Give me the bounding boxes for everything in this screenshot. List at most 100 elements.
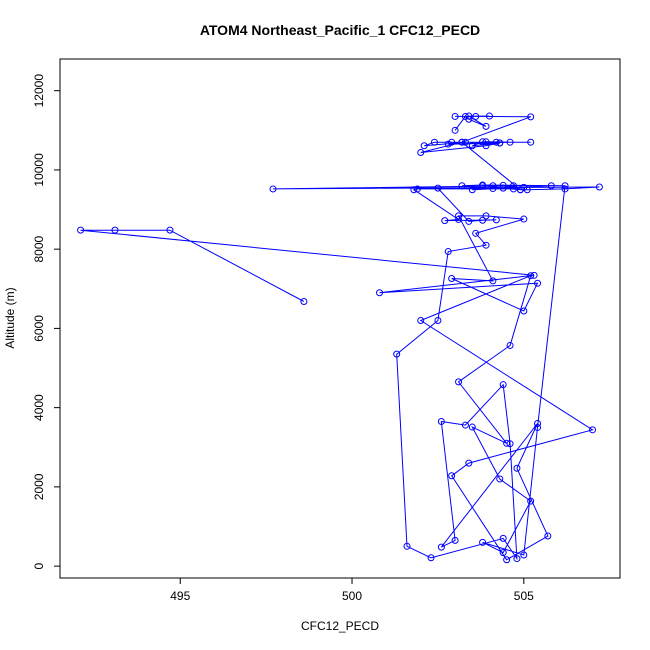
data-point (496, 475, 504, 483)
data-point (448, 274, 456, 282)
data-point (523, 186, 531, 194)
data-point (430, 138, 438, 146)
x-axis-label: CFC12_PECD (301, 619, 379, 633)
data-point (472, 112, 480, 120)
series-layer (77, 112, 603, 564)
data-point (534, 423, 542, 431)
data-point (489, 277, 497, 285)
data-point (434, 184, 442, 192)
data-point (503, 556, 511, 564)
data-point (410, 186, 418, 194)
data-point (427, 554, 435, 562)
y-tick-label: 6000 (32, 315, 46, 342)
data-point (269, 185, 277, 193)
data-point (496, 139, 504, 147)
data-point (417, 316, 425, 324)
data-point (393, 350, 401, 358)
data-point (448, 472, 456, 480)
data-point (589, 426, 597, 434)
y-tick-label: 12000 (32, 74, 46, 108)
data-point (527, 272, 535, 280)
data-point (458, 182, 466, 190)
data-point (111, 226, 119, 234)
x-tick-label: 495 (170, 589, 190, 603)
data-point (482, 138, 490, 146)
data-point (479, 138, 487, 146)
data-point (534, 279, 542, 287)
data-point (492, 216, 500, 224)
data-point (444, 248, 452, 256)
y-axis-label: Altitude (m) (3, 287, 17, 348)
data-point (482, 212, 490, 220)
data-point (300, 297, 308, 305)
data-point (77, 226, 85, 234)
data-point (437, 543, 445, 551)
data-point (520, 551, 528, 559)
data-point (455, 212, 463, 220)
data-point (461, 421, 469, 429)
data-point (482, 241, 490, 249)
data-point (479, 182, 487, 190)
data-point (499, 549, 507, 557)
data-point (403, 542, 411, 550)
data-point (489, 182, 497, 190)
data-point (527, 497, 535, 505)
data-point (530, 271, 538, 279)
data-point (482, 122, 490, 130)
data-point (547, 182, 555, 190)
data-point (413, 185, 421, 193)
data-point (534, 419, 542, 427)
x-axis: 495 500 505 (170, 578, 534, 603)
data-point (166, 226, 174, 234)
data-point (499, 381, 507, 389)
data-point (489, 185, 497, 193)
data-point (561, 185, 569, 193)
data-point (479, 216, 487, 224)
y-tick-label: 4000 (32, 394, 46, 421)
data-point (420, 142, 428, 150)
data-point (458, 138, 466, 146)
data-point (527, 113, 535, 121)
data-point (544, 532, 552, 540)
data-point (499, 184, 507, 192)
data-point (455, 215, 463, 223)
data-point (468, 142, 476, 150)
data-point (479, 538, 487, 546)
data-point (441, 217, 449, 225)
y-tick-label: 10000 (32, 153, 46, 187)
data-point (561, 182, 569, 190)
data-point (527, 138, 535, 146)
data-point (434, 316, 442, 324)
data-point (417, 148, 425, 156)
data-point (461, 112, 469, 120)
data-point (448, 138, 456, 146)
x-tick-label: 500 (342, 589, 362, 603)
data-point (482, 142, 490, 150)
data-point (516, 186, 524, 194)
data-point (465, 112, 473, 120)
x-tick-label: 505 (514, 589, 534, 603)
data-point (513, 555, 521, 563)
data-point (595, 183, 603, 191)
data-point (520, 307, 528, 315)
y-axis: 0 2000 4000 6000 8000 10000 12000 (32, 74, 60, 569)
data-point (506, 138, 514, 146)
data-point (444, 140, 452, 148)
y-tick-label: 2000 (32, 473, 46, 500)
data-point (468, 423, 476, 431)
data-point (513, 464, 521, 472)
data-point (468, 186, 476, 194)
data-point (455, 378, 463, 386)
y-tick-label: 8000 (32, 235, 46, 262)
data-point (499, 534, 507, 542)
plot-frame (59, 58, 621, 579)
data-point (503, 439, 511, 447)
data-point (499, 181, 507, 189)
data-point (506, 440, 514, 448)
data-point (509, 182, 517, 190)
data-point (437, 418, 445, 426)
data-point (492, 138, 500, 146)
series-line (80, 115, 600, 561)
data-point (451, 536, 459, 544)
